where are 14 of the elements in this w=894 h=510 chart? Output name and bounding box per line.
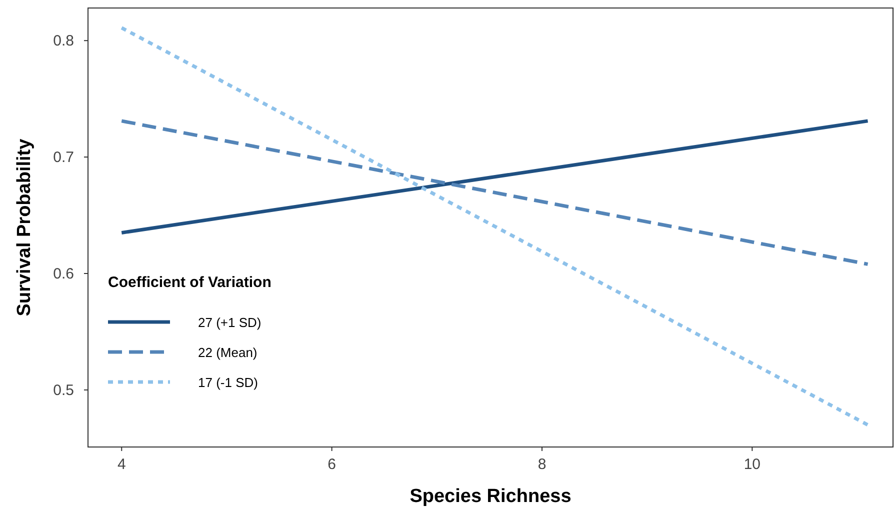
x-tick-label: 4: [117, 456, 126, 473]
y-tick-label: 0.6: [53, 265, 74, 282]
legend-label: 27 (+1 SD): [198, 315, 262, 330]
y-axis-title: Survival Probability: [14, 138, 35, 316]
x-tick-label: 6: [328, 456, 336, 473]
legend-title: Coefficient of Variation: [108, 274, 272, 291]
y-tick-label: 0.7: [53, 149, 74, 166]
x-tick-label: 8: [538, 456, 546, 473]
x-tick-label: 10: [744, 456, 761, 473]
legend-label: 17 (-1 SD): [198, 375, 258, 390]
legend-label: 22 (Mean): [198, 345, 258, 360]
x-axis-title: Species Richness: [410, 486, 572, 507]
y-tick-label: 0.8: [53, 32, 74, 50]
y-tick-label: 0.5: [53, 382, 74, 399]
